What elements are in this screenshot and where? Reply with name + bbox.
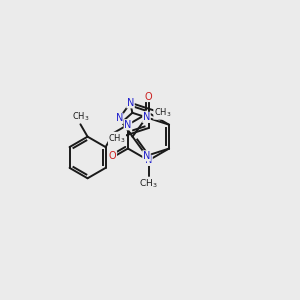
Text: O: O (145, 92, 152, 101)
Text: N: N (143, 112, 150, 122)
Text: O: O (109, 151, 116, 161)
Text: N: N (124, 120, 132, 130)
Text: CH$_3$: CH$_3$ (72, 110, 89, 123)
Text: N: N (143, 151, 150, 161)
Text: N: N (145, 155, 152, 165)
Text: CH$_3$: CH$_3$ (139, 177, 158, 190)
Text: CH$_3$: CH$_3$ (154, 107, 171, 119)
Text: N: N (116, 113, 123, 123)
Text: N: N (127, 98, 134, 108)
Text: CH$_3$: CH$_3$ (108, 132, 126, 145)
